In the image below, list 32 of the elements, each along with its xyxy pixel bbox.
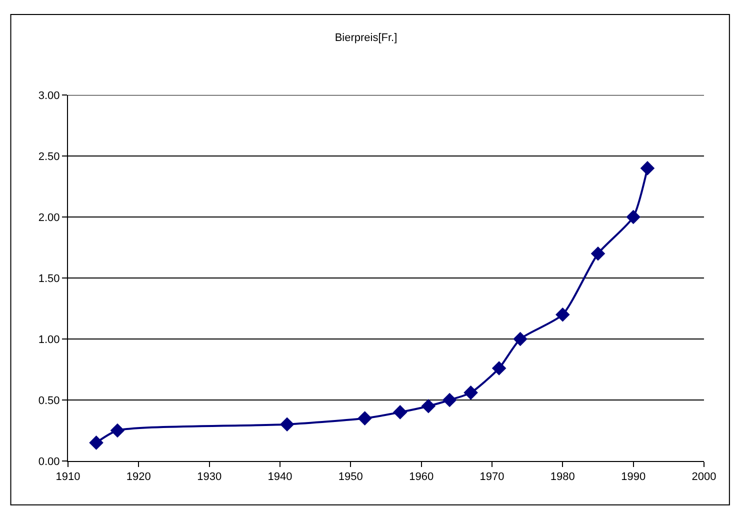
y-tick-label: 2.00 (38, 212, 60, 224)
point (392, 405, 408, 420)
x-tick-label: 1970 (480, 471, 504, 484)
point (513, 332, 528, 346)
y-tick-label: 1.00 (38, 334, 60, 346)
point (492, 361, 506, 376)
point (442, 392, 457, 408)
point (556, 307, 570, 322)
point (464, 386, 478, 400)
x-tick-label: 1980 (550, 471, 575, 484)
y-tick-label: 2.50 (38, 150, 60, 163)
point (89, 436, 104, 450)
point (358, 411, 372, 426)
y-tick-label: 1.50 (38, 272, 60, 285)
x-tick-label: 1930 (197, 471, 222, 484)
chart-title: Bierpreis[Fr.] (334, 32, 398, 44)
point (421, 398, 436, 414)
y-tick-label: 0.50 (38, 394, 60, 407)
point (640, 161, 655, 176)
x-tick-label: 1990 (621, 471, 646, 484)
y-tick-label: 3.00 (38, 90, 60, 102)
x-tick-label: 1950 (338, 471, 363, 484)
point (280, 417, 294, 432)
x-tick-label: 1910 (56, 471, 80, 484)
point (110, 423, 125, 438)
y-tick-label: 0.00 (38, 456, 60, 468)
point (626, 210, 640, 224)
point (590, 246, 606, 261)
x-tick-label: 2000 (692, 471, 716, 484)
x-tick-label: 1940 (268, 471, 292, 484)
x-tick-label: 1920 (126, 471, 151, 484)
x-tick-label: 1960 (409, 471, 434, 484)
